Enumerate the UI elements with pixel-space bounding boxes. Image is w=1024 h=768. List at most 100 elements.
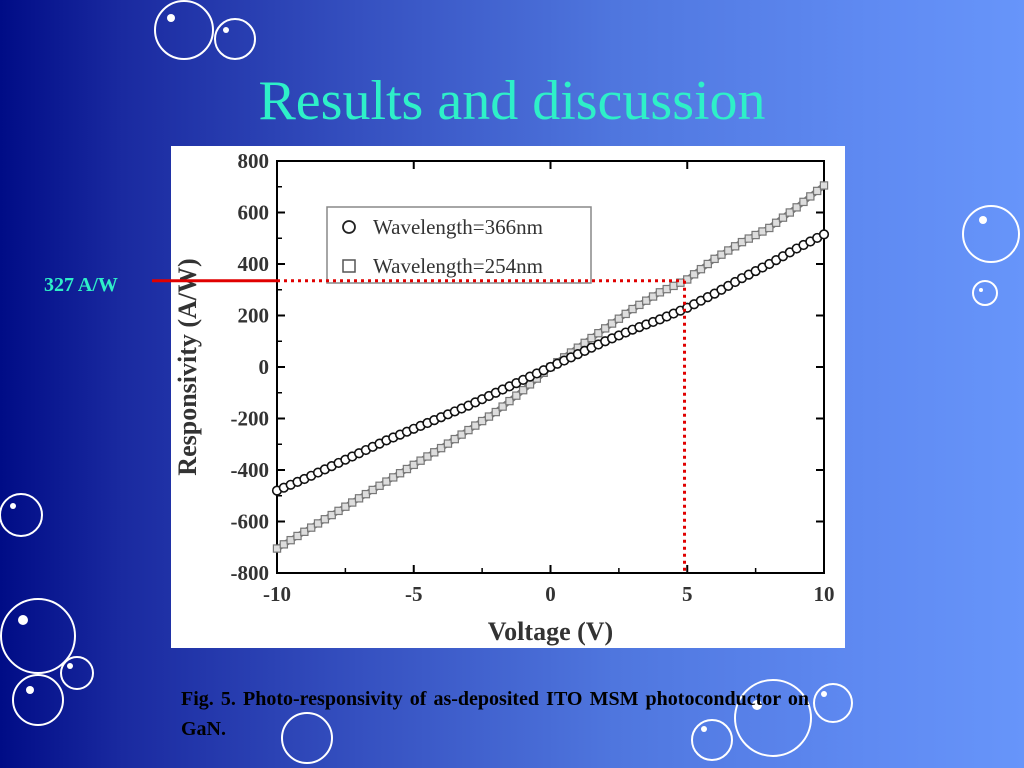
bubble-icon — [281, 712, 333, 764]
data-point — [758, 227, 767, 236]
data-point — [464, 425, 473, 435]
data-point — [799, 197, 808, 207]
legend-box — [326, 206, 592, 284]
y-tick-label: 600 — [238, 201, 270, 225]
data-point — [655, 288, 665, 297]
data-point — [327, 510, 336, 520]
data-point — [648, 292, 658, 301]
data-point — [683, 275, 692, 284]
data-point — [710, 254, 719, 264]
data-point — [436, 443, 446, 453]
bubble-icon — [972, 280, 998, 306]
data-point — [778, 213, 788, 222]
data-point — [498, 402, 507, 411]
data-point — [389, 473, 398, 482]
bubble-icon — [691, 719, 733, 761]
y-tick-label: 800 — [238, 149, 270, 173]
data-point — [375, 481, 384, 490]
x-tick-label: 0 — [545, 582, 556, 606]
data-point — [286, 535, 295, 545]
y-tick-label: -800 — [231, 561, 270, 585]
data-point — [662, 284, 671, 294]
bubble-highlight-icon — [821, 691, 827, 697]
bubble-highlight-icon — [979, 288, 983, 292]
series-1 — [271, 229, 830, 496]
series-2 — [272, 181, 829, 553]
data-point — [471, 421, 480, 430]
data-point — [730, 242, 740, 251]
y-tick-label: 200 — [238, 304, 270, 328]
y-tick-label: -400 — [231, 458, 270, 482]
data-point — [443, 439, 453, 448]
data-point — [334, 506, 343, 516]
bubble-highlight-icon — [752, 700, 762, 710]
bubble-highlight-icon — [26, 686, 34, 694]
bubble-icon — [0, 598, 76, 674]
data-point — [689, 270, 699, 279]
data-point — [771, 218, 781, 227]
chart-svg: -10 -5 0 5 10 -800 -600 -400 -200 0 200 400 600 800 Vo… — [173, 149, 835, 646]
data-point — [744, 234, 753, 243]
data-point — [430, 448, 439, 457]
data-point — [484, 412, 494, 421]
data-point — [491, 407, 501, 417]
bubble-highlight-icon — [18, 615, 28, 625]
data-point — [812, 186, 822, 196]
bubble-icon — [154, 0, 214, 60]
x-tick-label: -10 — [263, 582, 291, 606]
responsivity-chart: -10 -5 0 5 10 -800 -600 -400 -200 0 200 400 600 800 Vo… — [171, 146, 845, 648]
bubble-icon — [0, 493, 43, 537]
bubble-highlight-icon — [67, 663, 73, 669]
x-axis-label: Voltage (V) — [488, 617, 613, 646]
x-tick-label: 5 — [682, 582, 693, 606]
data-point — [505, 396, 514, 406]
bubble-icon — [60, 656, 94, 690]
data-point — [457, 430, 466, 439]
data-point — [306, 523, 316, 532]
data-point — [785, 208, 795, 217]
data-point — [368, 485, 377, 495]
data-point — [717, 250, 726, 259]
data-point — [293, 531, 302, 541]
data-point — [587, 333, 596, 343]
data-point — [621, 309, 630, 319]
callout-label: 327 A/W — [44, 274, 118, 296]
bubble-icon — [813, 683, 853, 723]
data-point — [423, 452, 432, 461]
data-point — [450, 434, 459, 444]
bubble-highlight-icon — [10, 503, 16, 509]
x-tick-label: -5 — [405, 582, 423, 606]
x-tick-label: 10 — [814, 582, 835, 606]
slide-title: Results and discussion — [258, 70, 766, 132]
data-point — [300, 527, 309, 537]
figure-caption: Fig. 5. Photo-responsivity of as-deposit… — [181, 688, 809, 740]
data-point — [635, 300, 644, 310]
data-point — [518, 385, 528, 395]
data-point — [594, 329, 603, 338]
legend-marker — [342, 259, 356, 273]
data-point — [477, 416, 487, 426]
bubble-icon — [214, 18, 256, 60]
data-point — [696, 264, 706, 274]
data-point — [382, 477, 391, 486]
legend-label: Wavelength=254nm — [373, 254, 543, 278]
legend-marker — [342, 220, 356, 234]
data-point — [607, 319, 617, 328]
data-point — [614, 314, 624, 323]
data-point — [737, 237, 747, 247]
data-point — [279, 540, 289, 549]
data-point — [724, 246, 733, 255]
data-point — [361, 489, 371, 499]
bubble-highlight-icon — [979, 216, 987, 224]
data-point — [354, 494, 364, 503]
data-point — [676, 278, 685, 287]
y-axis-label: Responsivity (A/W) — [173, 258, 202, 475]
data-point — [395, 469, 405, 478]
y-tick-label: -600 — [231, 510, 270, 534]
data-point — [819, 181, 829, 190]
data-point — [818, 229, 830, 240]
data-point — [313, 519, 323, 528]
data-point — [402, 464, 412, 474]
y-tick-label: -200 — [231, 407, 270, 431]
